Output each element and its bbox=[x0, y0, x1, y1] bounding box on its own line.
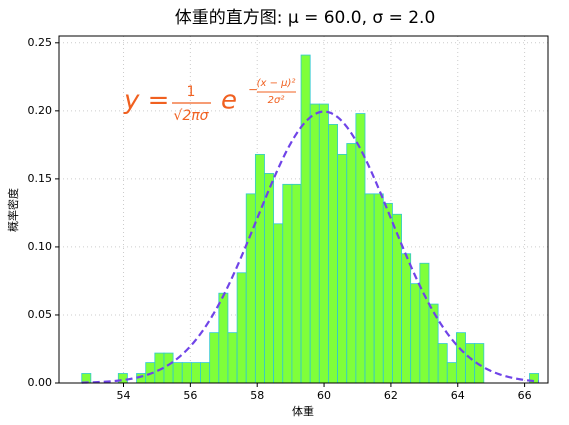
bar bbox=[200, 362, 211, 384]
y-tick-label: 0.20 bbox=[28, 104, 53, 117]
formula-part: y = bbox=[123, 86, 169, 116]
bar bbox=[446, 362, 457, 384]
y-axis-label: 概率密度 bbox=[6, 188, 20, 232]
bar bbox=[245, 193, 256, 384]
bar bbox=[254, 153, 265, 384]
x-tick-label: 64 bbox=[451, 389, 465, 402]
x-tick-label: 58 bbox=[250, 389, 264, 402]
bar bbox=[318, 103, 329, 384]
x-tick-label: 62 bbox=[384, 389, 398, 402]
formula-part: √2πσ bbox=[173, 108, 209, 124]
y-tick-label: 0.00 bbox=[28, 376, 53, 389]
bar bbox=[401, 253, 412, 384]
bar bbox=[437, 343, 448, 384]
formula-part: e bbox=[221, 86, 237, 116]
x-tick-label: 60 bbox=[317, 389, 331, 402]
formula: y = 1 √2πσ e −(x − μ)² 2σ² bbox=[123, 78, 296, 124]
bar bbox=[328, 124, 338, 384]
bar bbox=[291, 183, 302, 384]
bar bbox=[410, 283, 421, 384]
y-tick-label: 0.05 bbox=[28, 308, 53, 321]
bar bbox=[218, 292, 229, 384]
bar bbox=[117, 373, 128, 384]
y-tick-label: 0.10 bbox=[28, 240, 53, 253]
bar bbox=[209, 332, 220, 384]
y-tick-label: 0.15 bbox=[28, 172, 53, 185]
bar bbox=[455, 332, 466, 384]
bar bbox=[172, 362, 183, 384]
x-axis-label: 体重 bbox=[292, 404, 314, 418]
bar bbox=[382, 202, 393, 384]
bar bbox=[419, 262, 430, 384]
bar bbox=[273, 223, 284, 384]
bar bbox=[181, 362, 192, 384]
bar bbox=[364, 193, 375, 384]
bar bbox=[190, 362, 201, 384]
plot-frame bbox=[58, 35, 549, 384]
x-tick-label: 56 bbox=[183, 389, 197, 402]
bar bbox=[300, 54, 311, 384]
bar bbox=[282, 183, 293, 384]
bar bbox=[373, 193, 384, 384]
bar bbox=[227, 332, 238, 384]
x-tick-label: 66 bbox=[518, 389, 532, 402]
formula-part: 1 bbox=[187, 84, 196, 100]
bar bbox=[236, 272, 247, 384]
formula-part: − bbox=[248, 83, 258, 97]
bar bbox=[337, 153, 348, 384]
bar bbox=[465, 343, 476, 384]
bar bbox=[309, 103, 320, 384]
bar bbox=[346, 143, 357, 384]
x-tick-label: 54 bbox=[117, 389, 131, 402]
bar bbox=[163, 352, 174, 384]
y-tick-label: 0.25 bbox=[28, 36, 53, 49]
bar bbox=[264, 173, 275, 384]
bar bbox=[392, 213, 402, 384]
pdf-curve bbox=[81, 110, 539, 384]
formula-part: (x − μ)² bbox=[257, 78, 296, 89]
formula-part: 2σ² bbox=[268, 95, 285, 106]
chart-title: 体重的直方图: μ = 60.0, σ = 2.0 bbox=[175, 8, 436, 28]
